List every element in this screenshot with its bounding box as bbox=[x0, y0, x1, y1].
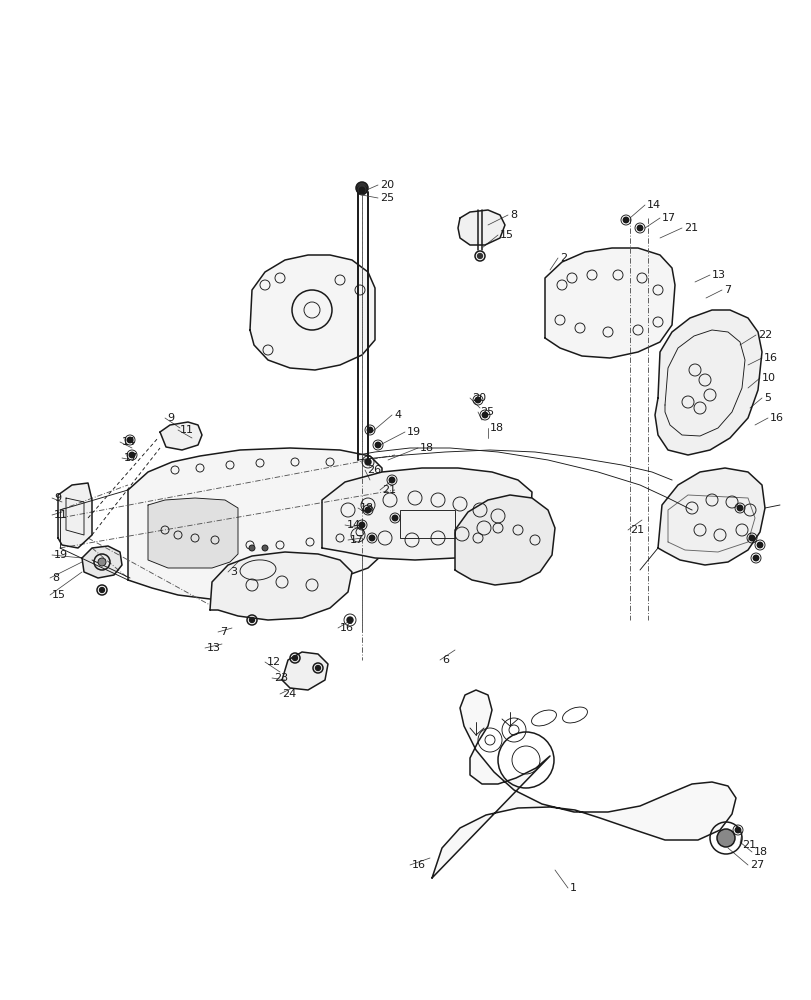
Text: 14: 14 bbox=[346, 520, 361, 530]
Text: 16: 16 bbox=[340, 623, 354, 633]
Circle shape bbox=[623, 217, 628, 223]
Circle shape bbox=[100, 587, 105, 592]
Circle shape bbox=[358, 187, 364, 193]
Text: 11: 11 bbox=[54, 510, 68, 520]
Circle shape bbox=[365, 459, 371, 465]
Text: 10: 10 bbox=[761, 373, 775, 383]
Circle shape bbox=[757, 542, 762, 548]
Text: 1: 1 bbox=[569, 883, 577, 893]
Text: 2: 2 bbox=[560, 253, 566, 263]
Text: 4: 4 bbox=[393, 410, 401, 420]
Polygon shape bbox=[58, 483, 92, 548]
Text: 19: 19 bbox=[406, 427, 421, 437]
Circle shape bbox=[129, 452, 135, 458]
Circle shape bbox=[127, 437, 132, 443]
Circle shape bbox=[736, 505, 742, 511]
Text: 21: 21 bbox=[741, 840, 755, 850]
Text: 9: 9 bbox=[167, 413, 174, 423]
Text: 20: 20 bbox=[471, 393, 486, 403]
Text: 18: 18 bbox=[489, 423, 504, 433]
Circle shape bbox=[346, 617, 353, 623]
Circle shape bbox=[358, 522, 364, 528]
Text: 9: 9 bbox=[54, 493, 61, 503]
Circle shape bbox=[392, 515, 397, 521]
Polygon shape bbox=[148, 498, 238, 568]
Text: 12: 12 bbox=[267, 657, 281, 667]
Polygon shape bbox=[281, 652, 328, 690]
Text: 17: 17 bbox=[661, 213, 676, 223]
Circle shape bbox=[734, 827, 740, 833]
Text: 16: 16 bbox=[769, 413, 783, 423]
Circle shape bbox=[388, 477, 394, 483]
Text: 11: 11 bbox=[180, 425, 194, 435]
Polygon shape bbox=[250, 255, 375, 370]
Text: 3: 3 bbox=[230, 567, 237, 577]
Circle shape bbox=[749, 535, 753, 541]
Polygon shape bbox=[457, 210, 504, 245]
Circle shape bbox=[358, 185, 365, 191]
Text: 17: 17 bbox=[124, 453, 138, 463]
Polygon shape bbox=[210, 552, 351, 620]
Circle shape bbox=[375, 442, 380, 448]
Bar bbox=[400, 510, 454, 538]
Circle shape bbox=[365, 507, 371, 513]
Text: 18: 18 bbox=[359, 503, 374, 513]
Text: 21: 21 bbox=[629, 525, 643, 535]
Circle shape bbox=[482, 412, 487, 418]
Text: 23: 23 bbox=[273, 673, 288, 683]
Circle shape bbox=[249, 545, 255, 551]
Polygon shape bbox=[322, 468, 531, 560]
Text: 13: 13 bbox=[711, 270, 725, 280]
Polygon shape bbox=[82, 546, 122, 578]
Text: 7: 7 bbox=[220, 627, 227, 637]
Circle shape bbox=[477, 253, 482, 258]
Text: 21: 21 bbox=[381, 485, 396, 495]
Circle shape bbox=[315, 666, 320, 670]
Text: 19: 19 bbox=[54, 550, 68, 560]
Text: 5: 5 bbox=[763, 393, 770, 403]
Circle shape bbox=[753, 555, 757, 561]
Circle shape bbox=[292, 656, 297, 660]
Text: 15: 15 bbox=[500, 230, 513, 240]
Text: 18: 18 bbox=[753, 847, 767, 857]
Text: 26: 26 bbox=[367, 465, 380, 475]
Circle shape bbox=[637, 225, 642, 231]
Text: 13: 13 bbox=[207, 643, 221, 653]
Text: 17: 17 bbox=[350, 535, 363, 545]
Text: 16: 16 bbox=[763, 353, 777, 363]
Text: 15: 15 bbox=[52, 590, 66, 600]
Circle shape bbox=[369, 535, 375, 541]
Text: 16: 16 bbox=[411, 860, 426, 870]
Circle shape bbox=[474, 397, 480, 403]
Text: 14: 14 bbox=[646, 200, 660, 210]
Polygon shape bbox=[657, 468, 764, 565]
Text: 8: 8 bbox=[52, 573, 59, 583]
Polygon shape bbox=[128, 448, 381, 600]
Text: 22: 22 bbox=[757, 330, 771, 340]
Polygon shape bbox=[544, 248, 674, 358]
Text: 14: 14 bbox=[122, 437, 136, 447]
Circle shape bbox=[716, 829, 734, 847]
Text: 25: 25 bbox=[479, 407, 494, 417]
Text: 6: 6 bbox=[441, 655, 448, 665]
Polygon shape bbox=[654, 310, 761, 455]
Text: 24: 24 bbox=[281, 689, 296, 699]
Circle shape bbox=[98, 558, 106, 566]
Text: 7: 7 bbox=[723, 285, 730, 295]
Text: 8: 8 bbox=[509, 210, 517, 220]
Text: 27: 27 bbox=[749, 860, 763, 870]
Text: 18: 18 bbox=[419, 443, 434, 453]
Circle shape bbox=[355, 182, 367, 194]
Text: 21: 21 bbox=[683, 223, 697, 233]
Text: 25: 25 bbox=[380, 193, 393, 203]
Polygon shape bbox=[454, 495, 554, 585]
Circle shape bbox=[367, 427, 372, 433]
Text: 20: 20 bbox=[380, 180, 393, 190]
Circle shape bbox=[249, 617, 254, 622]
Circle shape bbox=[262, 545, 268, 551]
Polygon shape bbox=[160, 422, 202, 450]
Polygon shape bbox=[431, 690, 735, 878]
